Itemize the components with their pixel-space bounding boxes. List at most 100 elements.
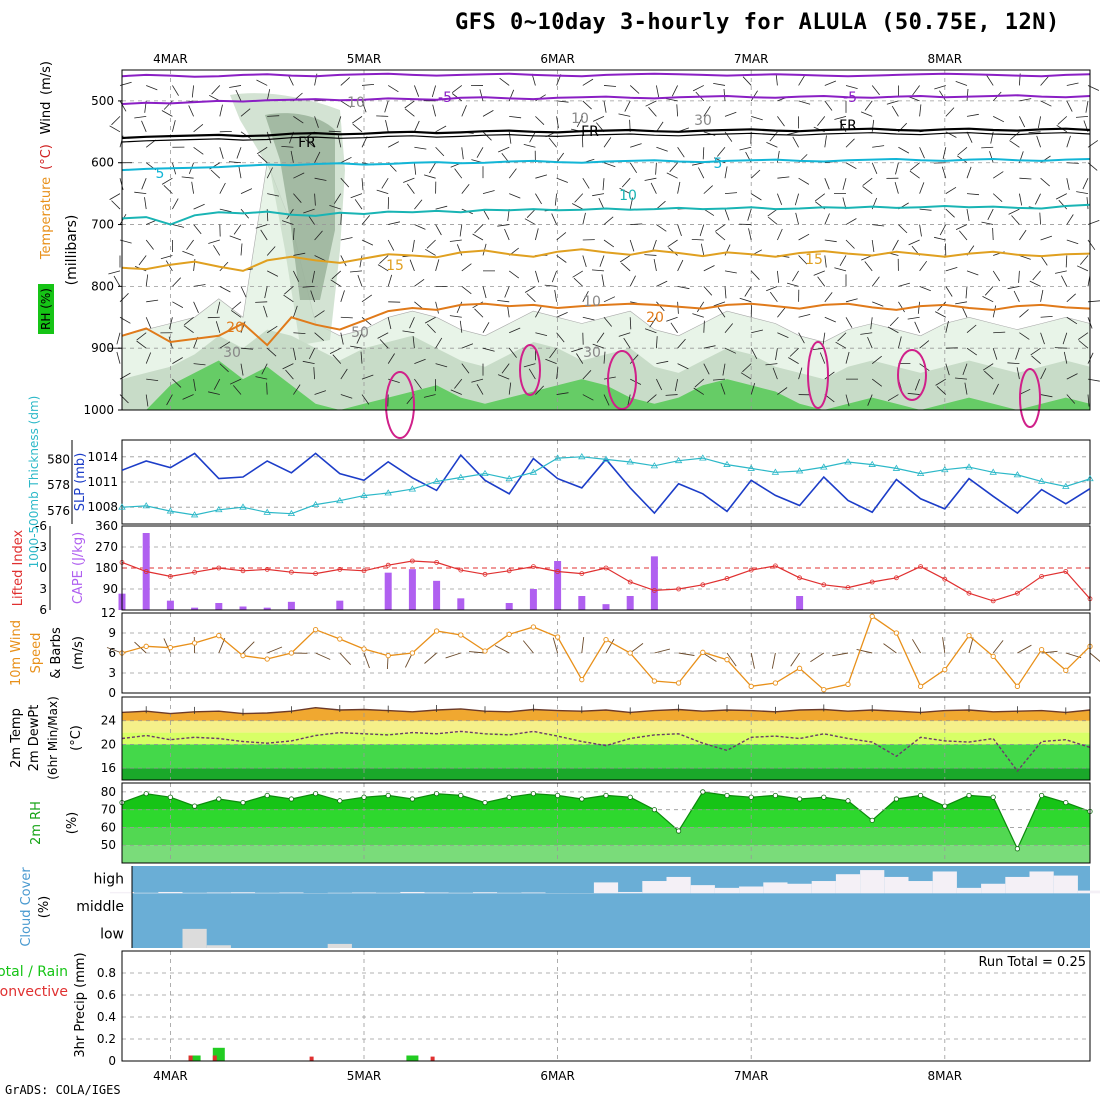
- temp-label-2: 2m DewPt: [27, 705, 42, 772]
- contour-label: 10: [571, 111, 589, 127]
- wind-barb: [723, 88, 726, 101]
- cloud-high-gap: [690, 885, 715, 894]
- wind-barb: [692, 162, 704, 166]
- wind-barb-10m: [678, 652, 695, 656]
- wind-barb: [474, 224, 484, 234]
- wind-barb-10m: [339, 652, 352, 666]
- wind-barb: [431, 85, 436, 98]
- wind-barb: [824, 255, 827, 268]
- wind-barb: [354, 199, 363, 210]
- wind-barb: [1055, 193, 1067, 200]
- thickness-marker: [747, 464, 755, 471]
- wind-barb: [845, 317, 853, 328]
- wind-barb-10m: [654, 648, 671, 654]
- li-tick-label: 0: [39, 561, 47, 575]
- wind-barb: [219, 104, 223, 117]
- wind-barb: [870, 317, 873, 330]
- wind-barb: [414, 199, 423, 210]
- wind-barb: [724, 111, 737, 117]
- wind-barb: [293, 270, 300, 282]
- wind-speed-marker: [288, 650, 295, 656]
- wind-barb: [302, 360, 315, 365]
- cape-bar: [384, 572, 392, 610]
- wind-barb: [329, 347, 341, 354]
- temperature-axis-label: Temperature: [39, 177, 54, 260]
- wind-barb: [1019, 177, 1032, 180]
- wind-label-1: 10m Wind: [9, 620, 24, 686]
- rh-tick-label: 60: [101, 820, 116, 834]
- wind-barb: [1066, 162, 1079, 164]
- wind-barb: [208, 391, 220, 395]
- rh-marker: [579, 796, 585, 802]
- wind-barb: [1007, 362, 1020, 365]
- wind-label-2: Speed: [29, 633, 44, 674]
- pressure-tick-label: 600: [91, 156, 114, 170]
- wind-barb: [824, 239, 837, 243]
- wind-barb-10m: [581, 637, 585, 654]
- wind-barb: [412, 239, 415, 252]
- thickness-marker: [723, 460, 731, 467]
- wind-barb: [193, 284, 206, 287]
- wind-barb: [748, 228, 752, 241]
- wind-barb: [377, 332, 389, 339]
- wind-barb: [945, 186, 957, 194]
- cape-bar: [505, 603, 513, 610]
- wind-barb: [1040, 255, 1048, 266]
- wind-barb: [461, 263, 472, 272]
- wind-barb: [966, 166, 972, 179]
- wind-barb: [1087, 352, 1094, 364]
- wind-barb: [1030, 347, 1041, 356]
- wind-tick-label: 6: [108, 646, 116, 660]
- wind-barb: [867, 336, 873, 349]
- wind-barb: [676, 104, 678, 117]
- wind-unit-label: (m/s): [39, 61, 54, 95]
- wind-barb: [862, 177, 873, 186]
- wind-barb: [1066, 100, 1073, 112]
- wind-barb: [134, 191, 147, 195]
- precip-tick-label: 0.2: [97, 1032, 116, 1046]
- wind-speed-marker: [409, 650, 416, 656]
- wind-barb: [219, 147, 224, 159]
- wind-barb: [240, 363, 244, 376]
- wind-barb: [624, 100, 631, 112]
- lifted-index-marker: [797, 575, 802, 581]
- rh-marker: [385, 792, 391, 799]
- rh-marker: [796, 796, 803, 802]
- cloud-high-gap: [593, 882, 619, 894]
- wind-barb: [258, 154, 268, 164]
- wind-barb: [1075, 115, 1089, 118]
- rh-high-contour: [607, 350, 637, 410]
- wind-barb: [644, 254, 657, 256]
- x-axis-top-label: 7MAR: [734, 52, 769, 66]
- rh-high-contour: [1019, 368, 1041, 428]
- wind-barb: [313, 367, 315, 380]
- wind-barb: [474, 308, 484, 318]
- lifted-index-marker: [143, 569, 149, 574]
- thickness-marker: [408, 485, 417, 492]
- wind-barb-10m: [912, 639, 921, 654]
- wind-barb: [387, 317, 392, 330]
- wind-barb: [119, 394, 129, 404]
- wind-barb: [824, 316, 836, 323]
- thickness-marker: [1086, 474, 1094, 482]
- x-axis-bottom-label: 6MAR: [540, 1069, 575, 1083]
- wind-speed-marker: [506, 631, 512, 637]
- wind-barb: [982, 363, 994, 371]
- thickness-marker: [795, 467, 804, 474]
- wind-barb: [414, 358, 426, 365]
- wind-barb: [871, 119, 875, 132]
- wind-barb: [193, 379, 196, 391]
- wind-barb: [113, 275, 121, 287]
- thickness-marker: [384, 489, 392, 496]
- wind-barb: [423, 394, 436, 398]
- wind-barb-10m: [942, 637, 946, 654]
- wind-barb: [414, 378, 422, 390]
- wind-barb: [724, 192, 738, 195]
- wind-speed-marker: [942, 667, 948, 673]
- wind-barb-10m: [790, 652, 800, 667]
- cloud-background: [132, 866, 1090, 948]
- wind-barb: [713, 301, 726, 307]
- wind-barb-10m: [629, 643, 644, 654]
- thickness-marker: [142, 502, 150, 509]
- wind-barb: [715, 231, 726, 241]
